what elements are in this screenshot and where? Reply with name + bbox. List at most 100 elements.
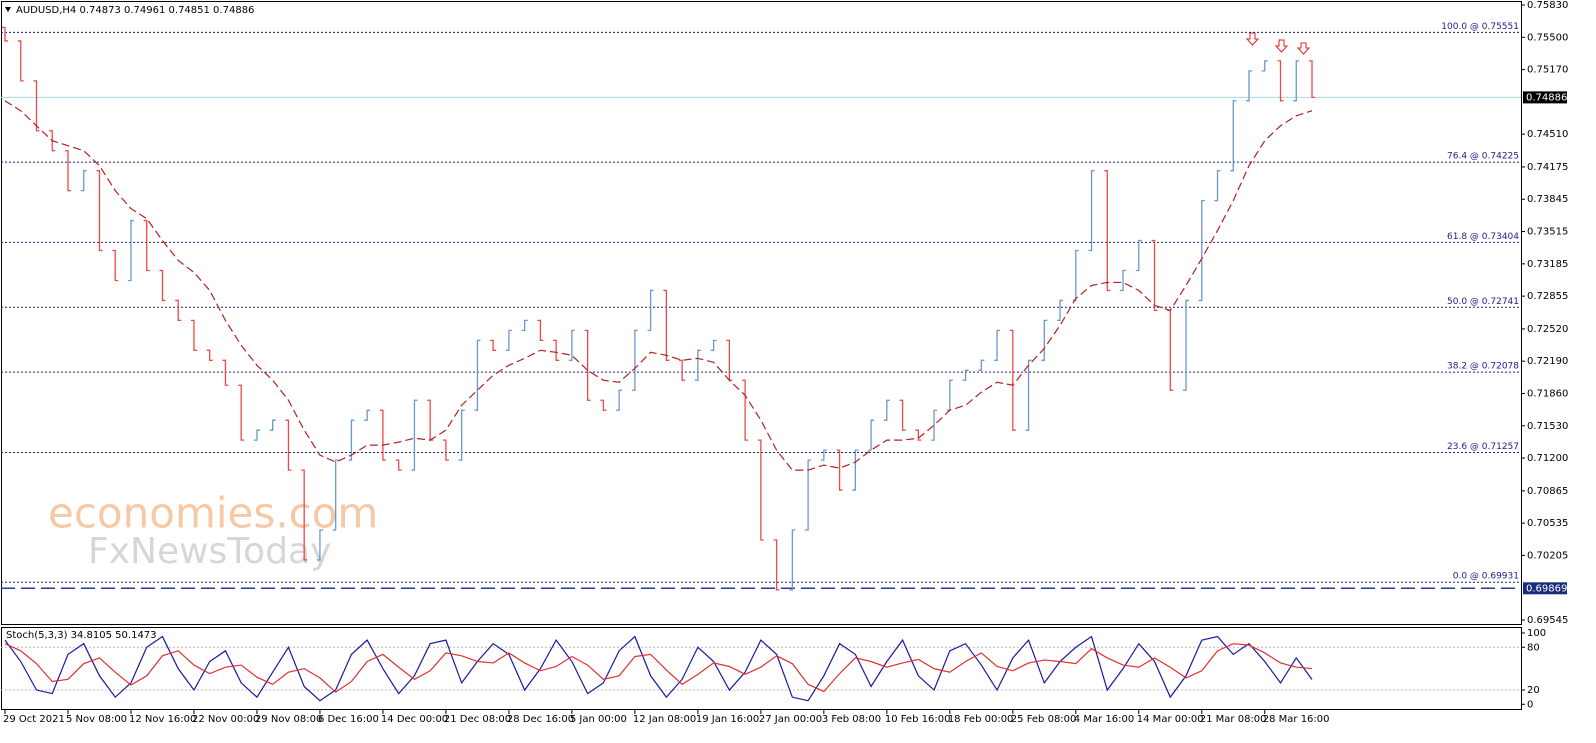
price-bar [427, 399, 434, 441]
price-bar [1057, 299, 1064, 322]
price-bar [143, 219, 150, 272]
price-bar [1277, 60, 1284, 102]
price-panel [1, 1, 1522, 625]
price-bar [694, 349, 701, 381]
price-bar [789, 529, 796, 591]
x-tick-label: 28 Dec 16:00 [507, 714, 574, 725]
fib-label: 0.0 @ 0.69931 [1453, 572, 1519, 582]
price-bar [1246, 70, 1253, 102]
stoch-title: Stoch(5,3,3) 34.8105 50.1473 [6, 630, 157, 641]
y-tick-label: 0.70535 [1527, 518, 1568, 529]
y-tick-label: 0.73515 [1527, 227, 1568, 238]
price-bar [1183, 299, 1190, 391]
price-bar [64, 150, 71, 192]
price-bar [364, 409, 371, 421]
price-bar [600, 399, 607, 411]
price-bar [742, 379, 749, 441]
y-tick-label: 0.75830 [1527, 0, 1568, 11]
y-tick-label: 0.74175 [1527, 162, 1568, 173]
y-tick-label: 0.70205 [1527, 550, 1568, 561]
stoch-tick-label: 0 [1527, 699, 1533, 710]
y-tick-label: 0.73845 [1527, 194, 1568, 205]
y-tick-label: 0.71530 [1527, 421, 1568, 432]
x-tick-label: 21 Dec 08:00 [444, 714, 511, 725]
price-bar [96, 170, 103, 252]
price-bar [1261, 60, 1268, 72]
price-bar [285, 419, 292, 471]
price-bar [1009, 329, 1016, 431]
price-bar [852, 449, 859, 491]
down-arrow [1274, 39, 1289, 53]
price-bar [679, 359, 686, 381]
x-tick-label: 22 Nov 00:00 [192, 714, 259, 725]
price-bar [1198, 199, 1205, 302]
current-price-label: 0.74886 [1526, 92, 1567, 103]
x-tick-label: 4 Mar 16:00 [1074, 714, 1134, 725]
stoch-tick-label: 20 [1527, 685, 1540, 696]
price-bar [584, 329, 591, 401]
stoch-line [4, 643, 1313, 693]
price-bar [490, 339, 497, 351]
price-bar [537, 319, 544, 341]
price-bar [710, 339, 717, 351]
x-tick-label: 29 Oct 2021 [3, 714, 65, 725]
x-tick-label: 12 Nov 16:00 [129, 714, 196, 725]
y-tick-label: 0.72190 [1527, 356, 1568, 367]
x-tick-label: 10 Feb 16:00 [885, 714, 951, 725]
fib-label: 76.4 @ 0.74225 [1447, 152, 1519, 162]
price-bar [1135, 239, 1142, 272]
price-bar [442, 439, 449, 461]
price-bar [521, 319, 528, 332]
price-bar [553, 339, 560, 361]
price-bar [159, 269, 166, 302]
price-bar [1041, 319, 1048, 361]
price-bar [836, 449, 843, 491]
price-bar [1309, 60, 1315, 99]
price-bar [820, 449, 827, 461]
price-bar [946, 379, 953, 411]
price-bar [348, 419, 355, 461]
price-bar [458, 409, 465, 461]
price-bar [647, 289, 654, 332]
x-tick-label: 3 Feb 08:00 [822, 714, 881, 725]
fib-label: 100.0 @ 0.75551 [1441, 22, 1519, 32]
price-bar [112, 249, 119, 282]
symbol-header: AUDUSD,H4 0.74873 0.74961 0.74851 0.7488… [16, 5, 254, 16]
price-bar [631, 329, 638, 391]
menu-arrow[interactable] [5, 7, 11, 12]
price-bar [616, 389, 623, 411]
price-bar [931, 409, 938, 441]
y-tick-label: 0.74510 [1527, 129, 1568, 140]
y-tick-label: 0.71860 [1527, 388, 1568, 399]
stoch-tick-label: 100 [1527, 628, 1546, 639]
price-bar [726, 339, 733, 381]
price-bar [899, 399, 906, 431]
x-tick-label: 12 Jan 08:00 [633, 714, 696, 725]
price-bar [474, 339, 481, 411]
price-bar [663, 289, 670, 361]
price-bar [316, 529, 323, 561]
y-tick-label: 0.75500 [1527, 32, 1568, 43]
price-bar [206, 349, 213, 361]
y-tick-label: 0.71200 [1527, 453, 1568, 464]
marked-price-box [1523, 582, 1567, 595]
stoch-line [4, 635, 1313, 702]
price-bar [1230, 100, 1237, 172]
x-tick-label: 18 Feb 00:00 [948, 714, 1014, 725]
price-bar [1025, 359, 1032, 431]
watermark: FxNewsToday [88, 531, 331, 572]
y-tick-label: 0.72520 [1527, 324, 1568, 335]
price-bar [238, 384, 245, 441]
price-bar [757, 439, 764, 541]
x-tick-label: 21 Mar 08:00 [1200, 714, 1267, 725]
price-bar [1104, 170, 1111, 292]
price-bar [2, 26, 8, 42]
price-bar [978, 359, 985, 371]
x-tick-label: 14 Dec 00:00 [381, 714, 448, 725]
price-bar [1293, 60, 1300, 102]
price-bar [962, 369, 969, 381]
x-tick-label: 27 Jan 00:00 [759, 714, 822, 725]
price-bar [568, 329, 575, 361]
